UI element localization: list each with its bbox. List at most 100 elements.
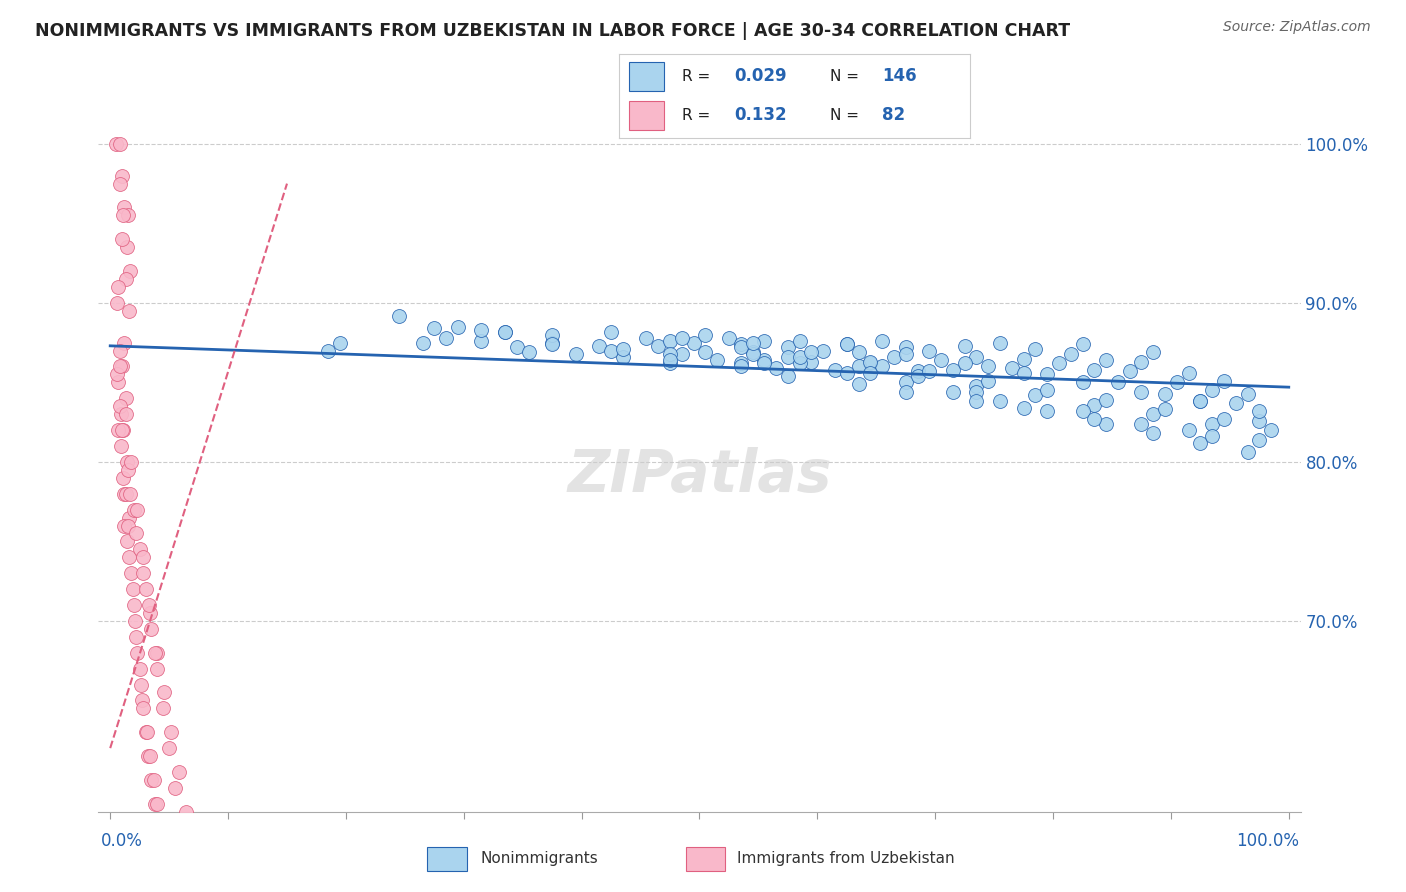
Point xyxy=(1107,376,1129,390)
Point xyxy=(754,334,776,348)
Point xyxy=(114,407,136,421)
Point xyxy=(894,376,917,390)
Point xyxy=(541,335,564,350)
Point xyxy=(870,334,893,348)
Point xyxy=(114,272,136,286)
Bar xyxy=(686,847,725,871)
Point xyxy=(848,376,870,391)
Point xyxy=(316,343,339,358)
Point xyxy=(434,331,457,345)
Point xyxy=(1001,361,1024,376)
Bar xyxy=(630,101,664,130)
Point xyxy=(143,646,166,660)
Text: 82: 82 xyxy=(883,106,905,124)
Point xyxy=(1130,355,1153,369)
Point xyxy=(730,359,752,374)
Text: Nonimmigrants: Nonimmigrants xyxy=(481,851,599,866)
Point xyxy=(682,335,704,350)
Point xyxy=(636,331,658,345)
Point xyxy=(329,335,352,350)
Point xyxy=(695,327,717,342)
Point xyxy=(1095,417,1118,431)
Point xyxy=(174,805,197,819)
Point xyxy=(776,369,799,384)
Point xyxy=(612,342,634,356)
Point xyxy=(717,331,740,345)
Point xyxy=(1012,401,1035,415)
Point xyxy=(929,353,952,368)
Point xyxy=(115,240,138,254)
Point xyxy=(1071,404,1094,418)
Point xyxy=(135,582,157,596)
Point xyxy=(120,486,142,500)
Point xyxy=(1024,388,1046,402)
Point xyxy=(765,361,787,376)
Point xyxy=(115,455,138,469)
Point xyxy=(894,347,917,361)
Point xyxy=(695,345,717,359)
Point xyxy=(965,378,987,392)
Point xyxy=(835,337,858,351)
Point xyxy=(132,701,155,715)
Point xyxy=(659,356,682,370)
Text: 0.132: 0.132 xyxy=(734,106,787,124)
Text: 0.029: 0.029 xyxy=(734,68,787,86)
Point xyxy=(754,356,776,370)
Text: 0.0%: 0.0% xyxy=(101,831,143,849)
Point xyxy=(1095,353,1118,368)
Point xyxy=(588,339,610,353)
Point xyxy=(907,364,929,378)
Point xyxy=(1154,402,1177,417)
Point xyxy=(813,343,835,358)
Point xyxy=(125,630,148,644)
Point xyxy=(150,845,173,859)
Point xyxy=(894,340,917,354)
Point xyxy=(110,439,132,453)
Point xyxy=(108,359,131,374)
Point xyxy=(741,345,763,359)
Point xyxy=(600,325,623,339)
Point xyxy=(942,362,965,376)
Point xyxy=(135,725,157,739)
Point xyxy=(1036,368,1059,382)
Bar xyxy=(630,62,664,91)
Point xyxy=(1213,374,1236,388)
Point xyxy=(789,356,811,370)
Point xyxy=(1201,417,1223,431)
Point xyxy=(1083,412,1105,426)
Point xyxy=(1189,394,1212,409)
Point xyxy=(730,340,752,354)
Point xyxy=(160,725,183,739)
Point xyxy=(835,366,858,380)
Point xyxy=(1142,407,1164,421)
Point xyxy=(105,368,128,382)
Point xyxy=(112,518,135,533)
Point xyxy=(112,209,135,223)
Point xyxy=(112,423,135,437)
Point xyxy=(789,350,811,364)
Point xyxy=(120,264,142,278)
Point xyxy=(1201,384,1223,398)
Point xyxy=(730,356,752,370)
Point xyxy=(953,339,976,353)
Point xyxy=(110,407,132,421)
Point xyxy=(121,582,143,596)
Point xyxy=(163,780,186,795)
Point xyxy=(111,359,134,374)
Point xyxy=(600,343,623,358)
Point xyxy=(494,325,516,339)
Point xyxy=(170,821,193,835)
Point xyxy=(965,350,987,364)
Point xyxy=(108,177,131,191)
Point xyxy=(1189,394,1212,409)
Point xyxy=(118,510,141,524)
Point xyxy=(859,366,882,380)
Text: ZIPatlas: ZIPatlas xyxy=(567,447,832,504)
Point xyxy=(1071,376,1094,390)
Point xyxy=(659,334,682,348)
Point xyxy=(447,319,470,334)
Point xyxy=(671,331,693,345)
Point xyxy=(470,323,492,337)
Point xyxy=(541,337,564,351)
Point xyxy=(953,356,976,370)
